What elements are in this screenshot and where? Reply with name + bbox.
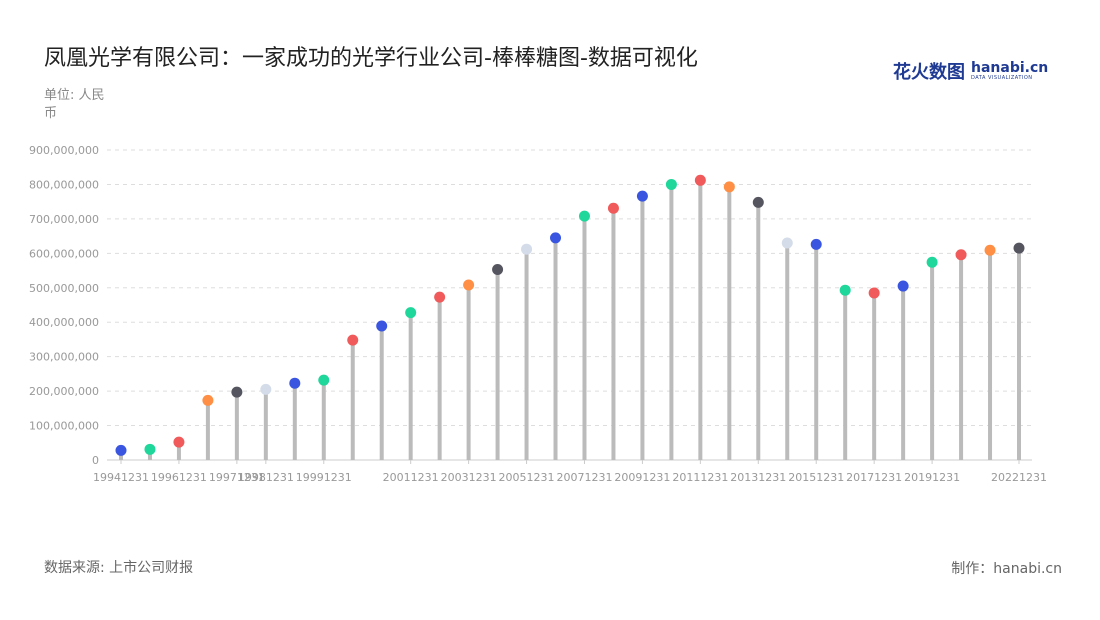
logo-cn: 花火数图 xyxy=(893,58,965,84)
lollipop-dot[interactable] xyxy=(868,287,880,299)
x-tick-label: 19971231 xyxy=(209,471,265,484)
lollipop-dot[interactable] xyxy=(752,196,764,208)
grid-lines xyxy=(107,149,1032,427)
lollipop-dot[interactable] xyxy=(984,244,996,256)
lollipop-dot[interactable] xyxy=(550,232,562,244)
data-source: 数据来源: 上市公司财报 xyxy=(44,560,194,576)
lollipop-dot[interactable] xyxy=(897,280,909,292)
lollipop-dot[interactable] xyxy=(839,284,851,296)
lollipop-dot[interactable] xyxy=(376,320,388,332)
lollipop-dot[interactable] xyxy=(955,249,967,261)
lollipop-dot[interactable] xyxy=(492,264,504,276)
lollipop-dot[interactable] xyxy=(115,444,127,456)
x-tick-label: 20071231 xyxy=(556,471,612,484)
lollipop-dot[interactable] xyxy=(260,383,272,395)
y-tick-label: 700,000,000 xyxy=(29,213,99,226)
lollipop-dot[interactable] xyxy=(636,190,648,202)
lollipop-dot[interactable] xyxy=(144,443,156,455)
lollipop-dot[interactable] xyxy=(347,334,359,346)
logo-cn-part1: 花火 xyxy=(893,62,929,83)
x-tick-label: 19991231 xyxy=(296,471,352,484)
lollipop-dot[interactable] xyxy=(434,291,446,303)
logo-en: hanabi.cn DATA VISUALIZATION xyxy=(971,61,1048,82)
x-tick-label: 20111231 xyxy=(672,471,728,484)
y-tick-label: 400,000,000 xyxy=(29,316,99,329)
y-tick-label: 900,000,000 xyxy=(29,144,99,157)
lollipop-dot[interactable] xyxy=(405,307,417,319)
lollipop-dot[interactable] xyxy=(231,386,243,398)
y-tick-label: 100,000,000 xyxy=(29,420,99,433)
logo-en-main: hanabi.cn xyxy=(971,59,1049,76)
lollipop-dot[interactable] xyxy=(521,243,533,255)
lollipop-dot[interactable] xyxy=(202,394,214,406)
x-tick-label: 20031231 xyxy=(441,471,497,484)
lollipop-dot[interactable] xyxy=(578,210,590,222)
logo-en-sub: DATA VISUALIZATION xyxy=(971,74,1033,81)
lollipop-dot[interactable] xyxy=(694,174,706,186)
x-tick-label: 20091231 xyxy=(614,471,670,484)
lollipop-dot[interactable] xyxy=(463,279,475,291)
x-tick-label: 19981231 xyxy=(238,471,294,484)
y-tick-label: 200,000,000 xyxy=(29,385,99,398)
x-tick-label: 19941231 xyxy=(93,471,149,484)
x-tick-label: 20131231 xyxy=(730,471,786,484)
unit-label: 单位: 人民币 xyxy=(44,88,105,121)
x-tick-label: 19961231 xyxy=(151,471,207,484)
y-tick-label: 0 xyxy=(92,454,99,467)
x-tick-label: 20011231 xyxy=(383,471,439,484)
y-axis: 0 100,000,000 200,000,000 300,000,000 400,00… xyxy=(29,144,99,467)
x-tick-label: 20151231 xyxy=(788,471,844,484)
x-tick-label: 20221231 xyxy=(991,471,1047,484)
y-tick-label: 500,000,000 xyxy=(29,282,99,295)
maker-credit: 制作：hanabi.cn xyxy=(951,561,1062,577)
lollipop-dot[interactable] xyxy=(173,436,185,448)
x-tick-label: 20171231 xyxy=(846,471,902,484)
lollipop-dot[interactable] xyxy=(926,256,938,268)
lollipop-dot[interactable] xyxy=(318,374,330,386)
lollipop-dot[interactable] xyxy=(289,377,301,389)
y-tick-label: 800,000,000 xyxy=(29,178,99,191)
page-title: 凤凰光学有限公司：一家成功的光学行业公司-棒棒糖图-数据可视化 xyxy=(44,46,698,71)
y-tick-label: 600,000,000 xyxy=(29,247,99,260)
lollipop-dot[interactable] xyxy=(723,181,735,193)
x-tick-label: 20051231 xyxy=(499,471,555,484)
lollipop-dot[interactable] xyxy=(607,202,619,214)
lollipop-dot[interactable] xyxy=(781,237,793,249)
logo-cn-part2: 数图 xyxy=(929,62,965,83)
lollipop-dot[interactable] xyxy=(810,238,822,250)
lollipop-dot[interactable] xyxy=(665,178,677,190)
dots xyxy=(115,174,1025,456)
stems xyxy=(119,180,1021,460)
x-tick-label: 20191231 xyxy=(904,471,960,484)
lollipop-dot[interactable] xyxy=(1013,242,1025,254)
brand-logo[interactable]: 花火数图 hanabi.cn DATA VISUALIZATION xyxy=(893,58,1048,84)
y-tick-label: 300,000,000 xyxy=(29,351,99,364)
